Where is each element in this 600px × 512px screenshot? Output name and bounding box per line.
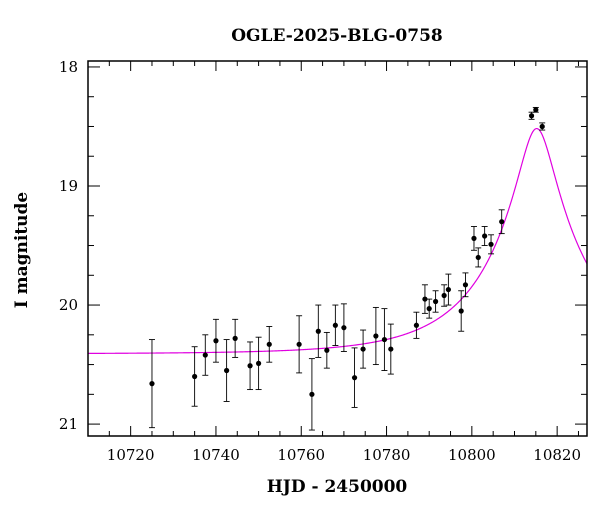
point-marker	[441, 292, 447, 299]
y-axis-label: I magnitude	[12, 192, 32, 309]
data-point	[340, 303, 347, 352]
data-point	[432, 290, 439, 313]
x-tick-label: 10800	[448, 446, 496, 464]
axis-ticks: 10720 10740 10760 10780 10800 10820 18 19 20 21	[59, 58, 587, 464]
data-point	[247, 341, 254, 391]
y-tick-label: 21	[59, 415, 78, 433]
data-point	[232, 318, 239, 358]
data-point	[255, 336, 262, 391]
point-marker	[528, 113, 535, 119]
data-point	[191, 346, 198, 407]
x-tick-label: 10720	[107, 446, 155, 464]
point-marker	[309, 391, 315, 397]
point-marker	[351, 375, 358, 381]
data-point	[360, 329, 367, 369]
y-tick-label: 19	[59, 177, 78, 195]
data-point	[421, 284, 428, 314]
data-point	[481, 226, 488, 246]
data-point	[475, 247, 482, 268]
point-marker	[247, 363, 253, 369]
data-point	[528, 111, 535, 120]
point-marker	[488, 241, 494, 247]
point-marker	[426, 306, 432, 312]
point-marker	[192, 373, 198, 380]
point-marker	[213, 338, 219, 344]
point-marker	[533, 107, 539, 113]
point-marker	[296, 341, 302, 347]
data-point	[296, 315, 303, 374]
point-marker	[202, 352, 208, 358]
chart-title: OGLE-2025-BLG-0758	[231, 26, 443, 46]
point-marker	[539, 123, 545, 130]
data-point	[332, 304, 339, 346]
data-point	[372, 306, 379, 366]
data-point	[498, 209, 505, 235]
point-marker	[458, 308, 464, 314]
data-point	[351, 347, 358, 408]
point-marker	[388, 346, 394, 352]
data-point	[323, 331, 330, 369]
point-marker	[332, 322, 338, 328]
point-marker	[462, 282, 469, 288]
data-point	[441, 284, 448, 307]
point-marker	[373, 333, 379, 339]
point-marker	[413, 322, 420, 328]
point-marker	[422, 296, 428, 302]
point-marker	[324, 347, 330, 353]
model-curve	[88, 127, 587, 354]
data-point	[308, 358, 315, 431]
data-point	[148, 339, 155, 429]
point-marker	[255, 360, 262, 366]
point-marker	[315, 328, 321, 334]
x-tick-label: 10820	[533, 446, 581, 464]
y-tick-label: 18	[59, 58, 78, 76]
data-point	[413, 311, 420, 339]
x-tick-label: 10780	[363, 446, 411, 464]
data-point	[470, 226, 477, 251]
plot-area	[88, 106, 587, 431]
data-point	[488, 234, 495, 255]
data-point	[539, 122, 546, 131]
plot-frame	[87, 60, 588, 437]
point-marker	[341, 325, 347, 331]
point-marker	[499, 219, 505, 225]
point-marker	[432, 298, 439, 305]
y-tick-label: 20	[59, 296, 78, 314]
data-point	[462, 272, 469, 298]
data-point	[266, 326, 273, 363]
data-point	[202, 334, 209, 376]
data-point	[426, 298, 433, 319]
x-tick-label: 10760	[277, 446, 325, 464]
data-point	[532, 106, 539, 113]
data-point	[458, 290, 465, 332]
data-point	[223, 339, 230, 402]
data-point	[445, 273, 452, 306]
point-marker	[482, 233, 488, 239]
x-tick-label: 10740	[192, 446, 240, 464]
data-point	[381, 308, 388, 371]
data-point	[212, 318, 219, 363]
point-marker	[232, 335, 238, 341]
data-point	[387, 323, 394, 375]
point-marker	[149, 381, 155, 387]
point-marker	[224, 367, 230, 374]
point-marker	[445, 286, 451, 293]
point-marker	[266, 341, 272, 347]
point-marker	[360, 346, 366, 352]
point-marker	[471, 235, 477, 241]
point-marker	[475, 254, 481, 261]
x-axis-label: HJD - 2450000	[267, 477, 408, 497]
point-marker	[381, 336, 388, 343]
data-point	[315, 304, 322, 358]
